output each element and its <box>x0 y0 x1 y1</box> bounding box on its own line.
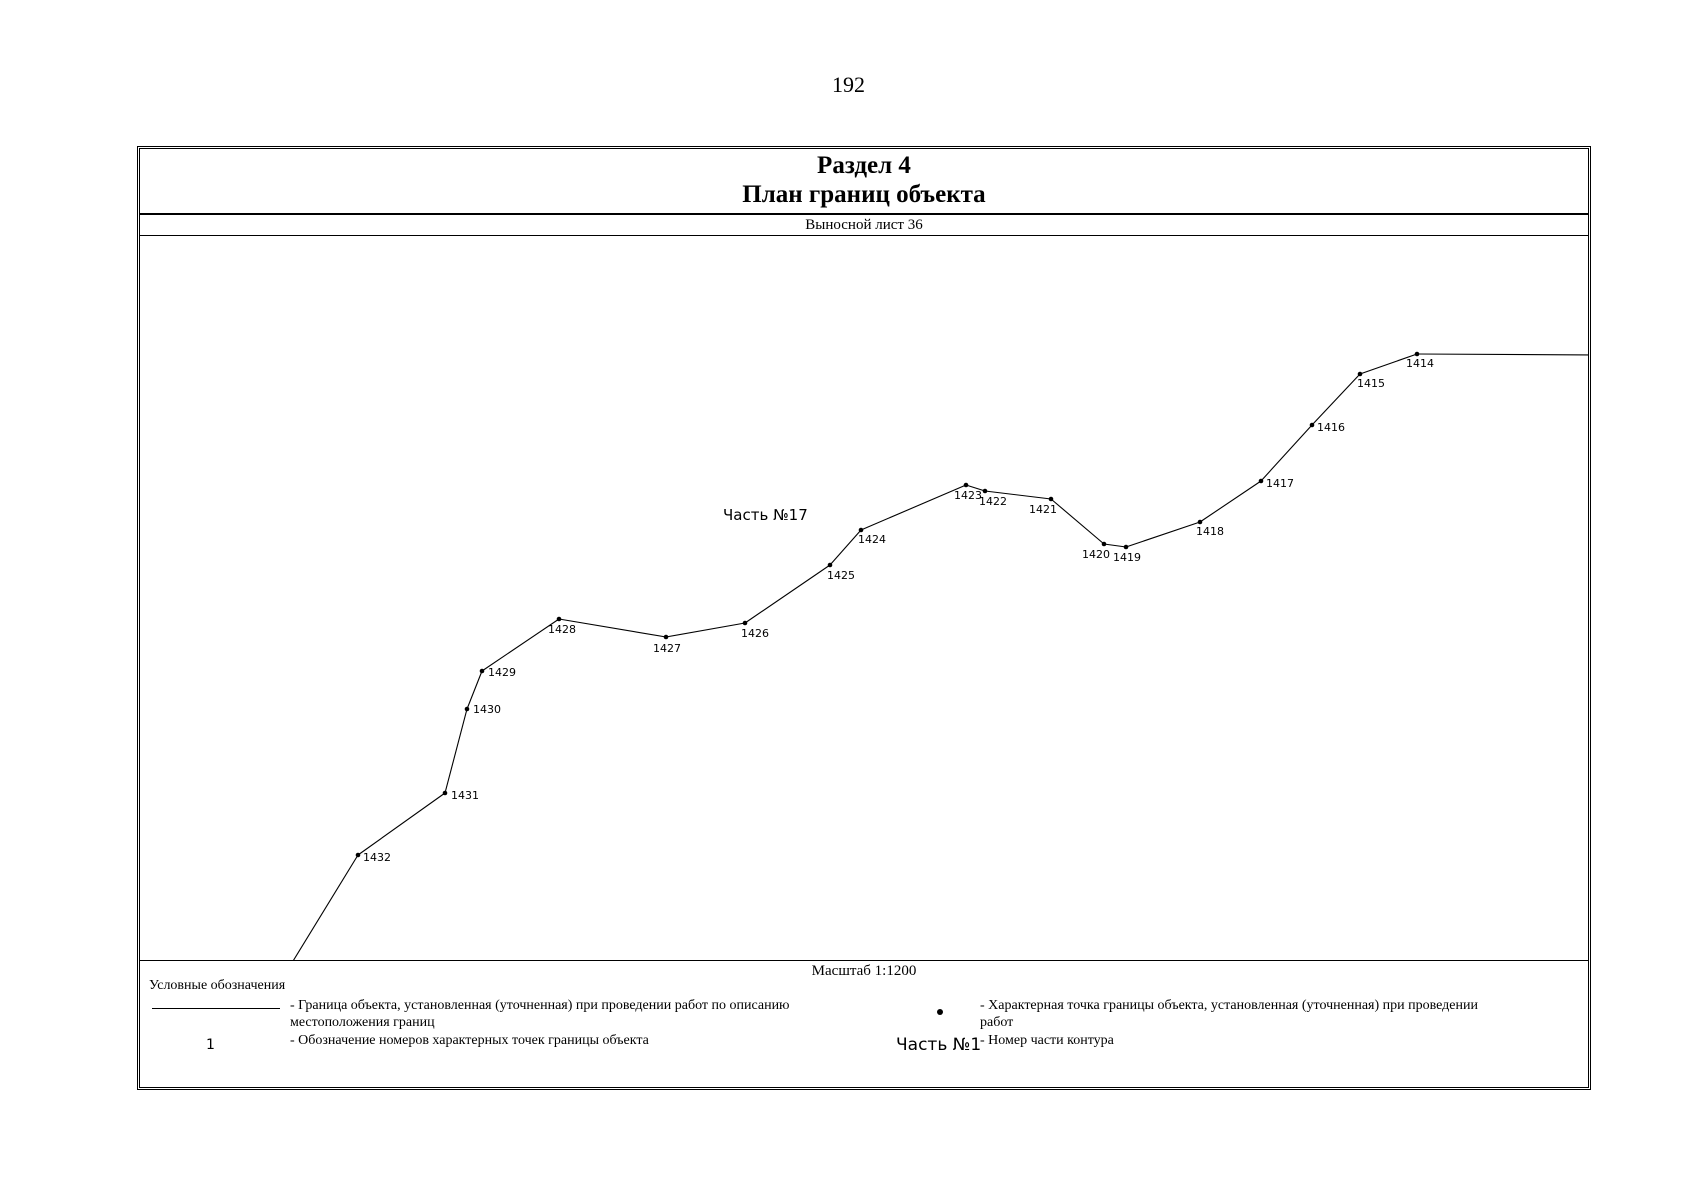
legend-line-desc: - Граница объекта, установленная (уточне… <box>290 997 790 1031</box>
section-heading: Раздел 4 <box>817 152 911 179</box>
boundary-point-label-1424: 1424 <box>858 533 886 546</box>
boundary-point-labels: 1432 1431 1430 1429 1428 1427 1426 1425 1424 1423… <box>363 357 1434 864</box>
boundary-point-1430 <box>464 706 470 712</box>
boundary-segment <box>357 792 446 856</box>
legend-dot-desc-1: - Характерная точка границы объекта, уст… <box>980 998 1478 1013</box>
boundary-segment <box>1050 498 1105 545</box>
boundary-point-label-1429: 1429 <box>488 666 516 679</box>
boundary-point-label-1431: 1431 <box>451 789 479 802</box>
legend-boundary-line-sample <box>152 1008 280 1009</box>
boundary-point-1418 <box>1197 519 1203 525</box>
boundary-point-1414 <box>1414 351 1420 357</box>
boundary-segment <box>1199 480 1262 523</box>
boundary-point-1427 <box>663 634 669 640</box>
title-block: Раздел 4 План границ объекта <box>140 149 1588 215</box>
boundary-segment <box>829 529 862 566</box>
boundary-segment <box>558 618 667 638</box>
boundary-segment <box>1125 521 1201 548</box>
legend-dot-desc: - Характерная точка границы объекта, уст… <box>980 997 1570 1031</box>
boundary-segment <box>665 622 746 638</box>
legend-point-number-sample: 1 <box>206 1037 215 1053</box>
scale-label: Масштаб 1:1200 <box>140 960 1588 981</box>
boundary-point-label-1426: 1426 <box>741 627 769 640</box>
boundary-segment <box>1260 424 1313 482</box>
boundary-point-1421 <box>1048 496 1054 502</box>
boundary-point-label-1418: 1418 <box>1196 525 1224 538</box>
boundary-point-1426 <box>742 620 748 626</box>
boundary-point-1424 <box>858 527 864 533</box>
boundary-segment <box>860 484 967 531</box>
boundary-segment <box>1103 543 1127 548</box>
boundary-point-label-1420: 1420 <box>1082 548 1110 561</box>
boundary-point-label-1414: 1414 <box>1406 357 1434 370</box>
boundary-map: 1432 1431 1430 1429 1428 1427 1426 1425 1424 1423… <box>140 236 1588 960</box>
legend-point-dot-icon <box>937 1009 943 1015</box>
plan-frame: Раздел 4 План границ объекта Выносной ли… <box>137 146 1591 1090</box>
boundary-segment <box>293 854 359 960</box>
boundary-point-label-1423: 1423 <box>954 489 982 502</box>
boundary-segment <box>1359 353 1418 375</box>
boundary-point-label-1425: 1425 <box>827 569 855 582</box>
legend-line-desc-2: местоположения границ <box>290 1015 435 1030</box>
boundary-segment <box>444 708 468 794</box>
boundary-point-label-1419: 1419 <box>1113 551 1141 564</box>
boundary-map-canvas: 1432 1431 1430 1429 1428 1427 1426 1425 1424 1423… <box>293 351 1588 960</box>
boundary-lines <box>293 353 1588 960</box>
boundary-point-1432 <box>355 852 361 858</box>
legend-dot-desc-2: работ <box>980 1015 1014 1030</box>
boundary-point-label-1432: 1432 <box>363 851 391 864</box>
boundary-point-label-1415: 1415 <box>1357 377 1385 390</box>
boundary-point-label-1421: 1421 <box>1029 503 1057 516</box>
map-part-label: Часть №17 <box>723 506 808 524</box>
boundary-point-1417 <box>1258 478 1264 484</box>
boundary-segment <box>466 670 483 710</box>
boundary-point-1419 <box>1123 544 1129 550</box>
boundary-point-label-1422: 1422 <box>979 495 1007 508</box>
legend-part-sample: Часть №1 <box>896 1035 982 1055</box>
legend-num-desc: - Обозначение номеров характерных точек … <box>290 1033 649 1048</box>
boundary-point-1416 <box>1309 422 1315 428</box>
legend-title: Условные обозначения <box>149 978 286 993</box>
page-number: 192 <box>832 72 865 97</box>
boundary-segment <box>965 484 986 492</box>
boundary-point-label-1417: 1417 <box>1266 477 1294 490</box>
boundary-segment <box>1416 353 1588 356</box>
boundary-segment <box>1311 373 1361 426</box>
boundary-point-1429 <box>479 668 485 674</box>
boundary-point-1415 <box>1357 371 1363 377</box>
boundary-point-1428 <box>556 616 562 622</box>
boundary-segment <box>481 618 560 672</box>
legend-line-desc-1: - Граница объекта, установленная (уточне… <box>290 998 790 1013</box>
sheet-label: Выносной лист 36 <box>140 215 1588 236</box>
boundary-point-label-1427: 1427 <box>653 642 681 655</box>
plan-title: План границ объекта <box>742 181 986 208</box>
boundary-segment <box>984 490 1052 500</box>
boundary-point-1431 <box>442 790 448 796</box>
boundary-points <box>355 351 1420 858</box>
boundary-point-1423 <box>963 482 969 488</box>
boundary-point-label-1430: 1430 <box>473 703 501 716</box>
boundary-point-1425 <box>827 562 833 568</box>
boundary-segment <box>744 564 831 624</box>
boundary-point-label-1416: 1416 <box>1317 421 1345 434</box>
boundary-point-1422 <box>982 488 988 494</box>
boundary-point-1420 <box>1101 541 1107 547</box>
boundary-point-label-1428: 1428 <box>548 623 576 636</box>
legend-part-desc: - Номер части контура <box>980 1033 1114 1048</box>
